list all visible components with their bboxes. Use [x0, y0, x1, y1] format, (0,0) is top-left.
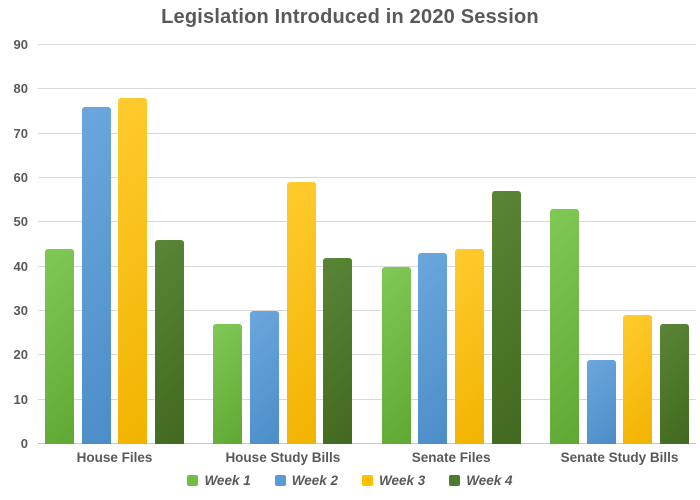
category-label: Senate Study Bills: [560, 450, 679, 465]
legend-item-week-1: Week 1: [187, 473, 251, 488]
y-tick-label-80: 80: [13, 81, 28, 97]
bar-week-3: [623, 315, 653, 444]
legend-label: Week 4: [466, 473, 513, 488]
category-axis-labels: House Files House Study Bills Senate Files…: [38, 450, 696, 465]
legend-item-week-2: Week 2: [274, 473, 338, 488]
bar-groups: [38, 45, 696, 444]
legend-label: Week 3: [379, 473, 426, 488]
gridline-70: [38, 132, 696, 134]
category-label: Senate Files: [411, 450, 491, 465]
y-tick-label-60: 60: [13, 169, 28, 185]
legend-label: Week 2: [291, 473, 338, 488]
bar-week-4: [491, 191, 521, 444]
bar-week-2: [418, 253, 448, 444]
legend: Week 1 Week 2 Week 3 Week 4: [0, 473, 700, 488]
gridline-50: [38, 221, 696, 223]
chart-title: Legislation Introduced in 2020 Session: [161, 6, 539, 28]
gridline-30: [38, 310, 696, 312]
y-tick-label-0: 0: [20, 436, 28, 451]
bar-group-senate-study-bills: [549, 45, 689, 444]
gridline-20: [38, 354, 696, 356]
y-tick-label-70: 70: [13, 125, 28, 141]
category-label: House Files: [76, 450, 153, 465]
bar-week-3: [118, 98, 148, 444]
bar-group-house-files: [45, 45, 184, 444]
legend-swatch-icon: [362, 475, 373, 486]
bar-week-1: [549, 209, 579, 444]
bar-week-1: [381, 266, 411, 444]
y-tick-label-90: 90: [13, 37, 28, 52]
y-tick-label-10: 10: [13, 391, 28, 407]
bar-week-4: [323, 257, 353, 444]
bar-week-4: [154, 240, 184, 444]
bar-week-3: [286, 182, 316, 444]
gridline-0: [38, 443, 696, 444]
gridline-90: [38, 44, 696, 45]
gridline-60: [38, 177, 696, 179]
bar-week-4: [659, 324, 689, 444]
bar-week-3: [454, 248, 484, 444]
y-tick-label-40: 40: [13, 258, 28, 274]
gridline-40: [38, 265, 696, 267]
y-axis-labels: 0 10 20 30 40 50 60 70 80 90: [0, 37, 30, 451]
bar-week-1: [45, 248, 74, 444]
legend-item-week-4: Week 4: [449, 473, 513, 488]
legend-item-week-3: Week 3: [362, 473, 425, 488]
gridline-80: [38, 88, 696, 90]
y-tick-label-20: 20: [13, 347, 28, 363]
bar-week-1: [213, 324, 243, 444]
plot-area: [38, 44, 696, 444]
legend-label: Week 1: [204, 473, 251, 488]
bar-week-2: [249, 311, 279, 444]
category-label: House Study Bills: [225, 450, 341, 465]
legend-swatch-icon: [449, 475, 461, 486]
legend-swatch-icon: [187, 475, 199, 486]
bar-week-2: [586, 359, 616, 444]
y-tick-label-30: 30: [13, 302, 28, 318]
legend-swatch-icon: [274, 475, 286, 486]
y-tick-label-50: 50: [13, 214, 28, 230]
bar-group-house-study-bills: [213, 45, 353, 444]
bar-week-2: [81, 107, 111, 444]
bar-group-senate-files: [381, 45, 521, 444]
gridline-10: [38, 398, 696, 400]
